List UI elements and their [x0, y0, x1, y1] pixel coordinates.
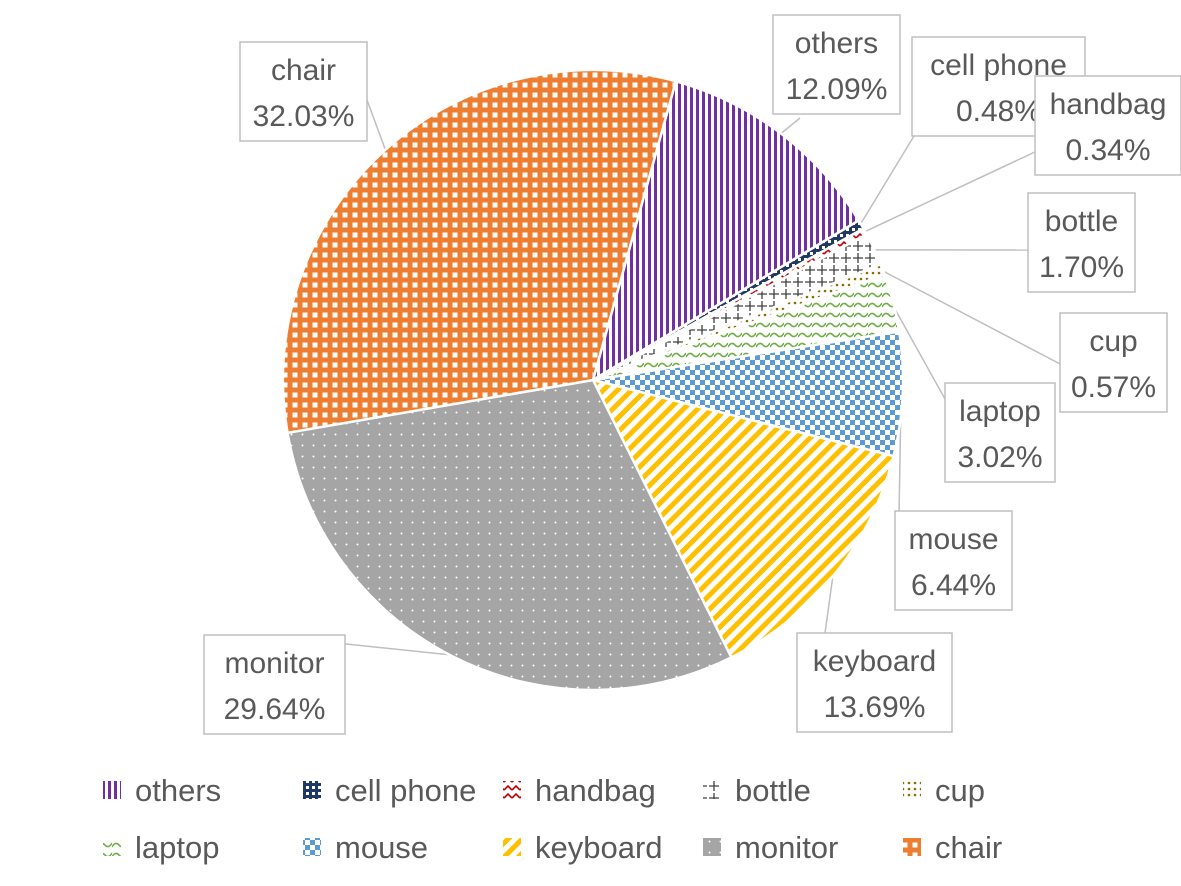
- pie-slice-mouse: [592, 330, 905, 458]
- legend-swatch-keyboard: [503, 838, 521, 856]
- data-label-name-keyboard: keyboard: [813, 645, 936, 678]
- legend-swatch-cup: [903, 781, 921, 799]
- data-label-name-mouse: mouse: [908, 523, 998, 556]
- data-label-value-monitor: 29.64%: [224, 693, 326, 726]
- data-label-name-others: others: [795, 27, 878, 60]
- legend-label-keyboard: keyboard: [535, 830, 663, 865]
- legend-swatch-monitor: [703, 838, 721, 856]
- data-label-value-mouse: 6.44%: [911, 569, 996, 602]
- data-label-name-monitor: monitor: [224, 647, 324, 680]
- pie-slices: [281, 68, 905, 692]
- legend-label-laptop: laptop: [135, 830, 219, 865]
- data-label-box-laptop: [944, 382, 1056, 483]
- data-label-value-others: 12.09%: [786, 73, 888, 106]
- leader-line-keyboard: [824, 573, 834, 634]
- legend-swatch-mouse: [303, 838, 321, 856]
- data-label-box-mouse: [894, 510, 1013, 611]
- pie-slice-chair: [281, 68, 678, 435]
- leader-line-handbag: [863, 150, 1038, 233]
- leader-line-cup: [880, 269, 1063, 366]
- data-label-box-keyboard: [796, 632, 953, 733]
- data-label-box-bottle: [1027, 192, 1136, 293]
- legend-label-bottle: bottle: [735, 773, 811, 808]
- data-label-name-laptop: laptop: [959, 395, 1041, 428]
- data-label-value-chair: 32.03%: [253, 100, 355, 133]
- legend: others cell phone handbag bottle cup laptop mo…: [103, 773, 1002, 865]
- leader-line-cell-phone: [859, 135, 915, 226]
- data-label-name-handbag: handbag: [1050, 88, 1167, 121]
- pie-slice-keyboard: [590, 378, 896, 660]
- legend-swatch-cell-phone: [303, 781, 321, 799]
- pie-slice-others: [590, 79, 861, 383]
- legend-label-monitor: monitor: [735, 830, 838, 865]
- legend-label-cup: cup: [935, 773, 985, 808]
- legend-label-mouse: mouse: [335, 830, 428, 865]
- leader-line-others: [779, 117, 801, 136]
- legend-label-chair: chair: [935, 830, 1002, 865]
- data-label-box-others: [772, 14, 901, 115]
- leader-line-chair: [366, 99, 387, 152]
- legend-label-others: others: [135, 773, 221, 808]
- data-label-value-laptop: 3.02%: [957, 441, 1042, 474]
- data-label-box-handbag: [1034, 75, 1181, 176]
- data-label-value-cell-phone: 0.48%: [956, 95, 1041, 128]
- data-label-value-keyboard: 13.69%: [824, 691, 926, 724]
- pie-slice-monitor: [286, 378, 734, 692]
- data-label-box-chair: [239, 41, 368, 142]
- data-label-value-handbag: 0.34%: [1065, 134, 1150, 167]
- data-label-value-cup: 0.57%: [1071, 371, 1156, 404]
- legend-label-cell-phone: cell phone: [335, 773, 476, 808]
- data-label-box-cup: [1059, 312, 1168, 413]
- data-label-box-monitor: [203, 634, 346, 735]
- legend-swatch-laptop: [103, 838, 121, 856]
- legend-swatch-others: [103, 781, 121, 799]
- legend-swatch-handbag: [503, 781, 521, 799]
- data-label-value-bottle: 1.70%: [1039, 251, 1124, 284]
- data-label-name-chair: chair: [271, 54, 336, 87]
- legend-swatch-bottle: [703, 781, 721, 799]
- legend-label-handbag: handbag: [535, 773, 656, 808]
- data-label-name-bottle: bottle: [1045, 205, 1118, 238]
- data-label-name-cup: cup: [1089, 325, 1137, 358]
- legend-swatch-chair: [903, 838, 921, 856]
